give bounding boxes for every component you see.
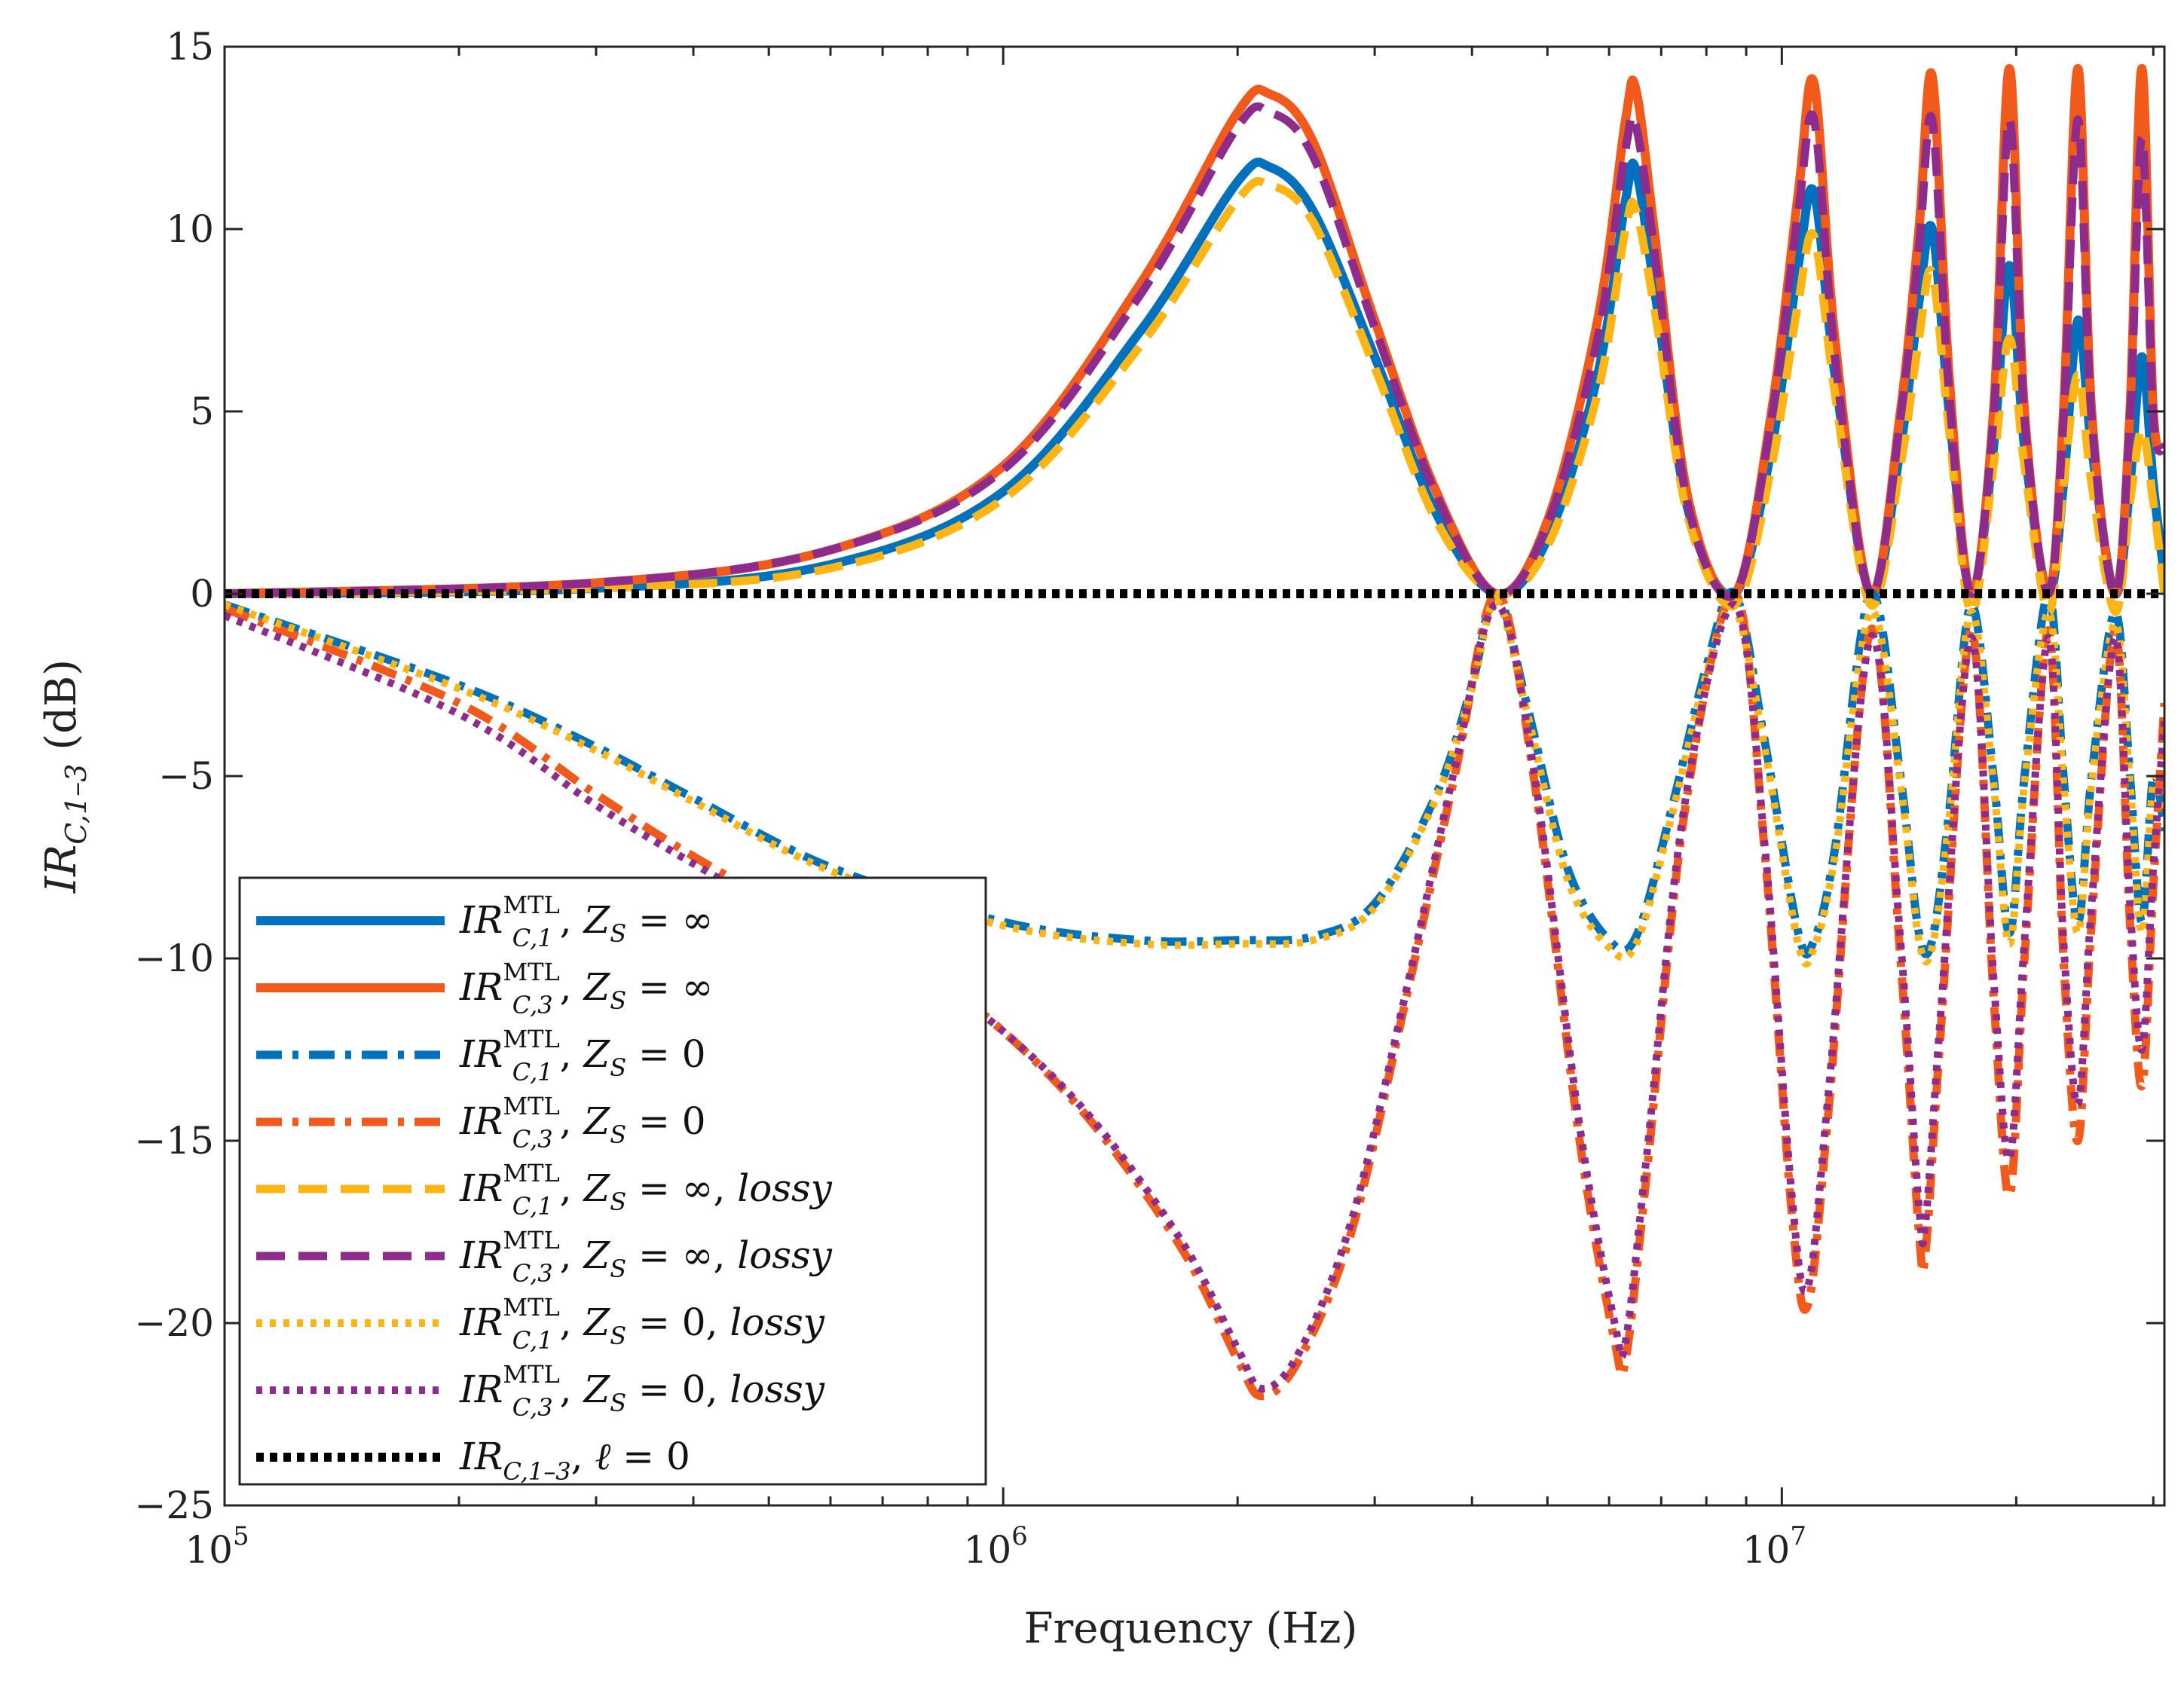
x-tick-label: 105 <box>185 1521 249 1572</box>
y-tick-label: −5 <box>158 754 214 798</box>
legend-label: IRMTL C,1, ZS = ∞ <box>459 891 713 952</box>
legend-entries: IRMTL C,1, ZS = ∞IRMTL C,3, ZS = ∞IRMTL C,1… <box>256 891 833 1486</box>
legend-label: IRMTL C,1, ZS = ∞, lossy <box>459 1159 833 1221</box>
y-tick-label: −25 <box>134 1484 214 1527</box>
legend: IRMTL C,1, ZS = ∞IRMTL C,3, ZS = ∞IRMTL C,1… <box>238 876 987 1486</box>
y-tick-label: 0 <box>190 572 214 616</box>
legend-entry: IRMTL C,3, ZS = 0, lossy <box>256 1360 825 1422</box>
legend-entry: IRMTL C,1, ZS = ∞ <box>256 891 713 952</box>
y-tick-label: 15 <box>166 25 214 69</box>
series-layer <box>225 64 2164 1401</box>
series-line-6 <box>225 102 2164 601</box>
y-tick-labels: 15 10 5 0 −5 −10 −15 −20 −25 <box>134 25 214 1527</box>
x-tick-label: 106 <box>964 1521 1028 1572</box>
legend-label: IRC,1–3, ℓ = 0 <box>459 1435 690 1486</box>
legend-entry: IRMTL C,3, ZS = ∞ <box>256 958 713 1019</box>
legend-entry: IRMTL C,1, ZS = ∞, lossy <box>256 1159 833 1221</box>
series-line-7 <box>225 597 2164 968</box>
ticks-layer <box>223 45 2164 1507</box>
legend-entry: IRMTL C,1, ZS = 0, lossy <box>256 1293 825 1355</box>
legend-label: IRMTL C,1, ZS = 0, lossy <box>459 1293 825 1355</box>
x-axis-title: Frequency (Hz) <box>1024 1604 1358 1653</box>
legend-entry: IRMTL C,1, ZS = 0 <box>256 1025 706 1087</box>
series-line-8 <box>225 601 2164 1393</box>
legend-entry: IRMTL C,3, ZS = ∞, lossy <box>256 1226 833 1288</box>
y-tick-label: −10 <box>134 937 214 980</box>
y-tick-label: 10 <box>166 207 214 251</box>
y-axis-title-unit: (dB) <box>37 659 86 750</box>
legend-label: IRMTL C,3, ZS = 0 <box>459 1092 706 1154</box>
legend-box <box>238 876 987 1486</box>
x-tick-labels: 105 106 107 <box>185 1521 1806 1572</box>
legend-label: IRMTL C,3, ZS = ∞ <box>459 958 713 1019</box>
legend-entry: IRMTL C,3, ZS = 0 <box>256 1092 706 1154</box>
svg-text:IRC,1–3(dB): IRC,1–3 (dB) <box>37 659 93 894</box>
x-tick-label: 107 <box>1742 1521 1806 1572</box>
legend-label: IRMTL C,3, ZS = ∞, lossy <box>459 1226 833 1288</box>
y-axis-title-base: IR <box>37 845 86 894</box>
y-tick-label: −15 <box>134 1119 214 1163</box>
y-tick-label: −20 <box>134 1301 214 1345</box>
series-line-3 <box>225 588 2164 959</box>
legend-entry: IRC,1–3, ℓ = 0 <box>256 1435 690 1486</box>
legend-label: IRMTL C,3, ZS = 0, lossy <box>459 1360 825 1422</box>
legend-label: IRMTL C,1, ZS = 0 <box>459 1025 706 1087</box>
y-axis-title: IRC,1–3 (dB) <box>37 659 93 894</box>
y-tick-label: 5 <box>190 390 214 433</box>
y-axis-title-sub: C,1–3 <box>60 764 93 845</box>
